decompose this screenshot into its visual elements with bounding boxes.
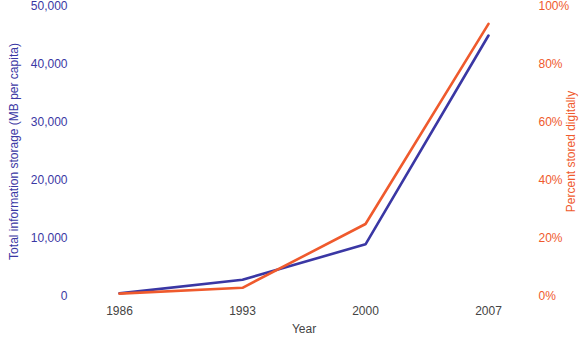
svg-text:2007: 2007 (475, 304, 502, 318)
svg-text:1986: 1986 (106, 304, 133, 318)
svg-text:0%: 0% (539, 289, 557, 303)
svg-text:0: 0 (61, 289, 68, 303)
svg-text:30,000: 30,000 (31, 115, 68, 129)
svg-text:Percent stored digitally: Percent stored digitally (564, 91, 578, 212)
svg-text:Total information storage (MB: Total information storage (MB per capita… (7, 43, 21, 260)
svg-text:50,000: 50,000 (31, 0, 68, 13)
svg-text:10,000: 10,000 (31, 231, 68, 245)
svg-text:80%: 80% (539, 57, 563, 71)
svg-text:2000: 2000 (352, 304, 379, 318)
svg-text:100%: 100% (539, 0, 570, 13)
svg-text:20,000: 20,000 (31, 173, 68, 187)
svg-text:1993: 1993 (229, 304, 256, 318)
svg-text:40,000: 40,000 (31, 57, 68, 71)
svg-text:40%: 40% (539, 173, 563, 187)
svg-text:20%: 20% (539, 231, 563, 245)
svg-text:60%: 60% (539, 115, 563, 129)
svg-text:Year: Year (292, 322, 316, 336)
